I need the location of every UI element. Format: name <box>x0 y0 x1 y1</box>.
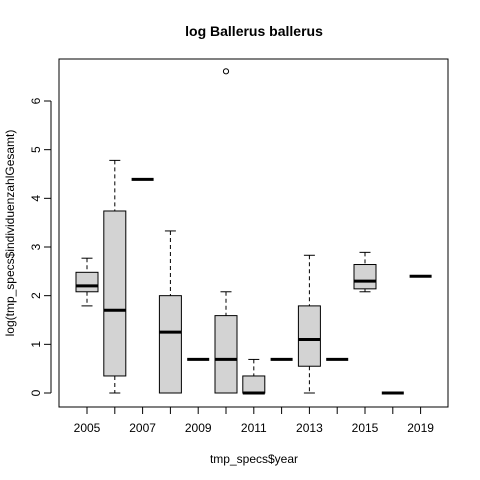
x-tick-label: 2019 <box>407 421 434 435</box>
box-2011 <box>242 358 266 395</box>
y-tick-label: 4 <box>29 195 43 202</box>
x-tick-label: 2007 <box>129 421 156 435</box>
boxes-group <box>75 68 432 395</box>
y-tick-label: 3 <box>29 243 43 250</box>
box-2010 <box>214 68 238 394</box>
outlier-point <box>222 68 230 75</box>
x-axis-label: tmp_specs$year <box>210 452 298 466</box>
box-body <box>214 315 238 394</box>
x-tick-label: 2015 <box>352 421 379 435</box>
y-tick-label: 2 <box>29 292 43 299</box>
y-tick-label: 5 <box>29 146 43 153</box>
x-axis: 2005 2007 2009 2011 2013 2015 2019 <box>74 406 434 435</box>
box-body <box>103 210 127 377</box>
box-body <box>353 264 377 290</box>
y-axis-label: log(tmp_specs$individuenzahlGesamt) <box>3 130 17 337</box>
chart-title: log Ballerus ballerus <box>185 23 323 39</box>
x-tick-label: 2009 <box>185 421 212 435</box>
box-2005 <box>75 257 99 307</box>
box-2008 <box>158 230 182 394</box>
box-2013 <box>297 254 321 394</box>
box-2006 <box>103 159 127 394</box>
x-tick-label: 2005 <box>74 421 101 435</box>
box-body <box>158 295 182 394</box>
x-tick-label: 2013 <box>296 421 323 435</box>
box-body <box>242 375 266 394</box>
y-tick-label: 0 <box>29 389 43 396</box>
x-tick-label: 2011 <box>241 421 267 435</box>
box-body <box>75 271 99 293</box>
box-body <box>297 305 321 367</box>
box-2015 <box>353 251 377 293</box>
y-tick-label: 1 <box>29 341 43 348</box>
y-axis: 0 1 2 3 4 5 6 <box>29 97 52 396</box>
y-tick-label: 6 <box>29 97 43 104</box>
